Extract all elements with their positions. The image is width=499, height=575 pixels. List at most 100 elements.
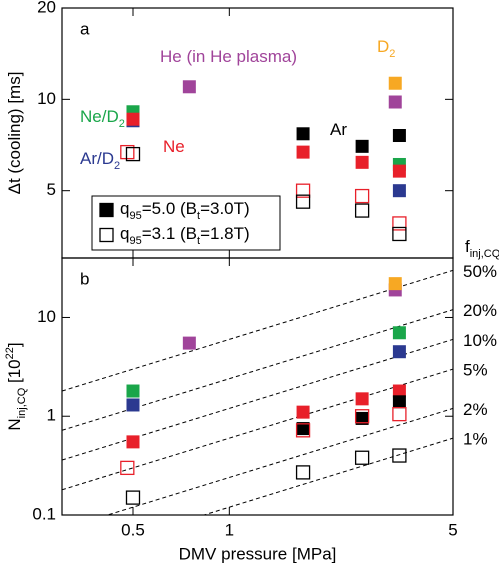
marker [120, 460, 135, 476]
annotation: He (in He plasma) [160, 47, 297, 66]
legend-marker [99, 227, 114, 243]
reference-label: 1% [463, 430, 488, 449]
x-tick-label: 0.5 [121, 520, 145, 539]
plot-frame [61, 257, 454, 516]
reference-line [62, 309, 453, 431]
legend-label-part: t [197, 210, 200, 222]
marker [392, 345, 406, 359]
marker [295, 183, 311, 198]
annotation: Ne/D2 [80, 107, 125, 129]
annotation: Ar/D2 [80, 149, 120, 171]
reference-label: 20% [463, 301, 497, 320]
marker [296, 422, 310, 436]
marker [120, 144, 135, 160]
legend-label-part: q [120, 224, 129, 243]
marker [392, 395, 406, 409]
x-tick-label: 1 [225, 520, 234, 539]
marker [296, 127, 310, 141]
x-axis-label: DMV pressure [MPa] [179, 544, 337, 563]
reference-line [105, 407, 453, 515]
y-axis-label-part: Δt (cooling) [ms] [5, 72, 24, 195]
marker [126, 398, 140, 412]
annotation-part: 2 [389, 48, 395, 60]
marker [295, 194, 311, 209]
marker [392, 326, 406, 340]
marker [355, 155, 369, 169]
marker [296, 405, 310, 419]
legend-label-part: t [197, 235, 200, 247]
marker [355, 139, 369, 153]
marker [182, 80, 196, 94]
legend-box [91, 195, 281, 251]
annotation: Ar [330, 120, 347, 139]
annotation-part: Ar/D [80, 149, 114, 168]
marker [126, 112, 140, 126]
legend-label: q95=5.0 (Bt=3.0T) [120, 199, 250, 221]
y-tick-label: 5 [47, 180, 56, 199]
legend-label-part: =1.8T) [200, 224, 250, 243]
marker [388, 95, 402, 109]
marker [392, 226, 407, 242]
reference-title: finj,CQ [465, 237, 499, 259]
annotation-part: Ar [330, 120, 347, 139]
y-tick-label: 10 [37, 307, 56, 326]
legend-label-part: 95 [129, 235, 141, 247]
marker [126, 384, 140, 398]
reference-line [62, 269, 453, 392]
annotation-part: 2 [119, 118, 125, 130]
marker [296, 145, 310, 159]
marker [295, 423, 311, 438]
legend-label-part: =3.0T) [200, 199, 250, 218]
marker [392, 216, 407, 231]
reference-line [202, 437, 453, 515]
marker [125, 490, 141, 505]
annotation: Ne [163, 137, 185, 156]
marker [355, 392, 369, 406]
marker [392, 184, 406, 198]
y-axis-label: Δt (cooling) [ms] [5, 72, 24, 195]
legend-label-part: =3.1 (B [142, 224, 197, 243]
reference-title-part: inj,CQ [470, 248, 499, 260]
reference-label: 50% [463, 262, 497, 281]
legend-label: q95=3.1 (Bt=1.8T) [120, 224, 250, 246]
marker [125, 146, 141, 162]
y-axis-label: Ninj,CQ [1022] [4, 342, 28, 430]
annotation-part: Ne [163, 137, 185, 156]
marker [388, 277, 402, 291]
marker [392, 448, 407, 463]
y-tick-label: 20 [37, 0, 56, 16]
reference-line [62, 368, 453, 491]
reference-label: 5% [463, 361, 488, 380]
y-tick-label: 1 [47, 406, 56, 425]
panel-label: b [80, 269, 89, 288]
marker [355, 411, 369, 425]
marker [354, 450, 370, 465]
legend-marker [99, 202, 114, 218]
marker [126, 435, 140, 449]
y-tick-label: 0.1 [32, 504, 56, 523]
y-axis-label-part: 22 [4, 347, 16, 359]
x-tick-label: 5 [448, 520, 457, 539]
legend-label-part: q [120, 199, 129, 218]
annotation-part: He (in He plasma) [160, 47, 297, 66]
legend-label-part: 95 [129, 210, 141, 222]
marker [354, 203, 370, 218]
annotation: D2 [377, 37, 395, 59]
marker [354, 188, 370, 204]
legend-label-part: =5.0 (B [142, 199, 197, 218]
y-axis-label-part: ] [5, 342, 24, 347]
marker [392, 406, 407, 422]
panel-label: a [80, 19, 90, 38]
annotation-part: Ne/D [80, 107, 119, 126]
reference-title-part: f [465, 237, 470, 256]
reference-label: 10% [463, 331, 497, 350]
marker [392, 164, 406, 178]
marker [388, 76, 402, 90]
annotation-part: 2 [114, 160, 120, 172]
y-axis-label-part: [10 [5, 359, 24, 387]
y-axis-label-part: N [5, 418, 24, 430]
reference-line [62, 338, 453, 461]
marker [182, 336, 196, 350]
y-tick-label: 10 [37, 89, 56, 108]
